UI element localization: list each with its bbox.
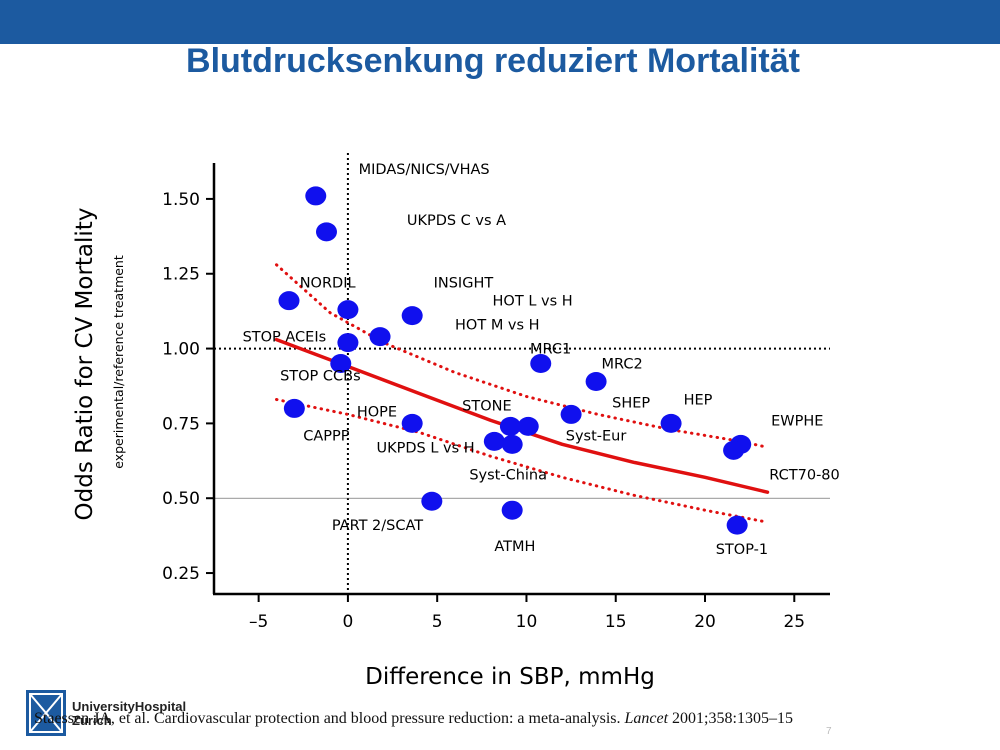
data-point-14 xyxy=(517,416,539,436)
study-label: HEP xyxy=(684,392,713,408)
study-label: CAPPP xyxy=(303,428,350,444)
y-tick-label: 0.75 xyxy=(162,414,200,434)
study-label: PART 2/SCAT xyxy=(332,518,423,534)
data-point-19 xyxy=(723,440,745,460)
university-logo-icon xyxy=(26,690,66,736)
study-label: SHEP xyxy=(612,395,650,411)
logo-line-2: Zurich xyxy=(72,713,112,728)
data-point-6 xyxy=(337,333,359,353)
data-point-4 xyxy=(401,306,423,326)
study-label: STONE xyxy=(462,398,511,414)
data-point-5 xyxy=(369,327,391,347)
y-tick-label: 1.50 xyxy=(162,190,200,210)
slide-title: Blutdrucksenkung reduziert Mortalität xyxy=(186,42,800,80)
study-label: STOP ACEIs xyxy=(243,330,327,346)
page-number: 7 xyxy=(826,726,832,737)
study-label: HOT L vs H xyxy=(493,294,573,310)
data-point-21 xyxy=(501,500,523,520)
data-point-3 xyxy=(337,300,359,320)
data-point-1 xyxy=(315,222,337,242)
y-tick-label: 1.00 xyxy=(162,340,200,360)
study-label: Syst-China xyxy=(469,467,547,483)
data-point-16 xyxy=(483,431,505,451)
study-label: MRC2 xyxy=(601,357,642,373)
study-label: HOT M vs H xyxy=(455,318,540,334)
study-label: RCT70-80 xyxy=(769,467,839,483)
study-label: UKPDS C vs A xyxy=(407,213,506,229)
x-axis-label: Difference in SBP, mmHg xyxy=(365,664,655,690)
data-point-20 xyxy=(421,491,443,511)
x-tick-label: –5 xyxy=(249,612,268,632)
study-label: HOPE xyxy=(357,404,397,420)
y-tick-label: 1.25 xyxy=(162,265,200,285)
x-tick-label: 10 xyxy=(516,612,538,632)
logo-text: UniversityHospital Zurich xyxy=(72,700,186,728)
reference-lines xyxy=(214,153,830,594)
study-label: MIDAS/NICS/VHAS xyxy=(359,162,490,178)
data-point-8 xyxy=(530,354,552,374)
study-label: STOP CCBs xyxy=(280,369,361,385)
y-axis-label: Odds Ratio for CV Mortality xyxy=(72,208,98,521)
confidence-lower-line xyxy=(275,398,769,524)
x-tick-label: 20 xyxy=(694,612,716,632)
citation: Staessen JA, et al. Cardiovascular prote… xyxy=(34,710,994,728)
x-tick-label: 5 xyxy=(432,612,443,632)
citation-text: Staessen JA, et al. Cardiovascular prote… xyxy=(34,710,625,727)
citation-journal: Lancet xyxy=(624,710,669,727)
data-point-12 xyxy=(401,413,423,433)
data-point-22 xyxy=(726,515,748,535)
data-point-2 xyxy=(278,291,300,311)
logo-line-1: UniversityHospital xyxy=(72,699,187,714)
data-point-7 xyxy=(330,354,352,374)
data-point-13 xyxy=(499,416,521,436)
study-label: ATMH xyxy=(494,539,535,555)
study-label: UKPDS L vs H xyxy=(376,440,474,456)
data-point-15 xyxy=(660,413,682,433)
study-label: EWPHE xyxy=(771,413,823,429)
y-tick-label: 0.25 xyxy=(162,564,200,584)
data-points xyxy=(278,186,752,535)
data-point-10 xyxy=(283,398,305,418)
data-point-17 xyxy=(501,434,523,454)
study-label: NORDIL xyxy=(300,276,356,292)
x-tick-label: 25 xyxy=(783,612,805,632)
study-label: MRC1 xyxy=(530,342,571,358)
study-labels: MIDAS/NICS/VHAS UKPDS C vs A NORDIL INSIGHT… xyxy=(243,162,840,558)
y-axis-sublabel: experimental/reference treatment xyxy=(111,255,126,469)
study-label: INSIGHT xyxy=(434,276,494,292)
study-label: STOP-1 xyxy=(716,542,768,558)
axes: –5 0 5 10 15 20 25 0.25 0.50 0.75 1.00 1.25 1.50 xyxy=(162,163,830,632)
y-tick-label: 0.50 xyxy=(162,489,200,509)
x-tick-label: 15 xyxy=(605,612,627,632)
study-label: Syst-Eur xyxy=(566,428,627,444)
data-point-9 xyxy=(585,371,607,391)
data-point-11 xyxy=(560,404,582,424)
x-tick-label: 0 xyxy=(342,612,353,632)
top-banner xyxy=(0,0,1000,44)
citation-details: 2001;358:1305–15 xyxy=(668,710,793,727)
confidence-upper-line xyxy=(275,263,769,449)
data-point-0 xyxy=(305,186,327,206)
